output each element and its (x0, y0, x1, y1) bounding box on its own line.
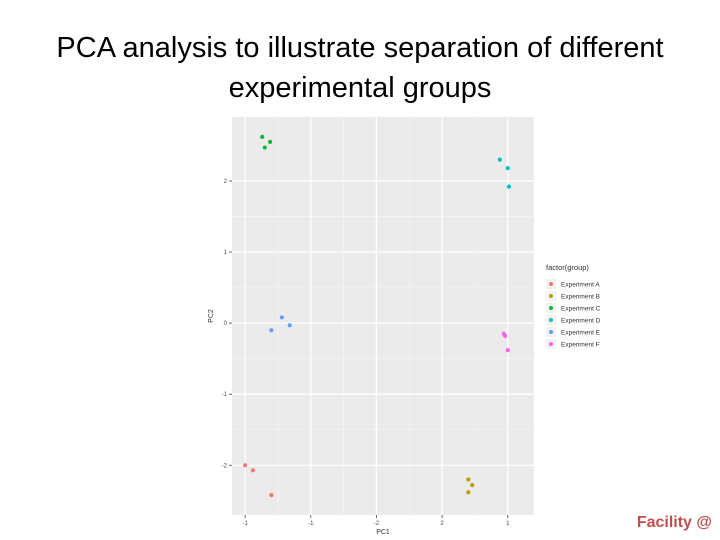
x-tick-label: 1 (506, 521, 510, 527)
data-point-experiment-f (503, 333, 508, 338)
slide-title-line-2: experimental groups (228, 72, 492, 104)
legend-entry-label: Experiment A (561, 282, 600, 289)
data-point-experiment-f (505, 348, 510, 353)
legend-entry-label: Experiment B (561, 294, 600, 301)
slide-title: PCA analysis to illustrate separation of… (0, 28, 720, 108)
y-tick-label: 0 (224, 321, 228, 327)
legend-entry-label: Experiment F (561, 342, 600, 349)
x-axis-label: PC1 (376, 529, 390, 536)
x-tick-label: -1 (308, 521, 314, 527)
data-point-experiment-e (269, 328, 274, 333)
legend-title: factor(group) (546, 263, 589, 272)
data-point-experiment-b (466, 490, 471, 495)
data-point-experiment-d (506, 184, 512, 189)
legend-key-marker (549, 294, 553, 298)
legend-key-marker (549, 318, 553, 322)
legend-key-marker (549, 306, 553, 310)
data-point-experiment-d (497, 157, 502, 162)
y-tick-label: 2 (224, 179, 228, 185)
y-tick-label: -1 (222, 392, 228, 398)
legend-key-marker (549, 282, 553, 286)
data-point-experiment-e (279, 315, 284, 320)
footer-label: Facility @ (636, 514, 712, 531)
data-point-experiment-a (243, 463, 248, 468)
x-tick-label: 2 (440, 521, 444, 527)
data-point-experiment-d (505, 166, 510, 171)
y-axis-label: PC2 (208, 309, 215, 323)
data-point-experiment-e (287, 323, 292, 328)
legend-key-marker (549, 342, 553, 346)
data-point-experiment-c (260, 134, 265, 139)
data-point-experiment-c (267, 139, 273, 144)
y-tick-label: -2 (222, 463, 228, 469)
data-point-experiment-b (470, 483, 475, 488)
x-tick-label: -1 (242, 521, 248, 527)
data-point-experiment-a (269, 493, 274, 498)
legend-entry-label: Experiment C (561, 306, 601, 313)
legend-key-marker (549, 330, 553, 334)
data-point-experiment-c (262, 145, 267, 150)
x-tick-label: -2 (374, 521, 380, 527)
legend-entry-label: Experiment D (561, 318, 601, 325)
legend-entry-label: Experiment E (561, 330, 601, 337)
y-tick-label: 1 (224, 250, 228, 256)
data-point-experiment-b (466, 477, 471, 482)
slide-title-line-1: PCA analysis to illustrate separation of… (56, 32, 664, 64)
plot-panel (232, 117, 534, 515)
data-point-experiment-a (250, 468, 256, 473)
